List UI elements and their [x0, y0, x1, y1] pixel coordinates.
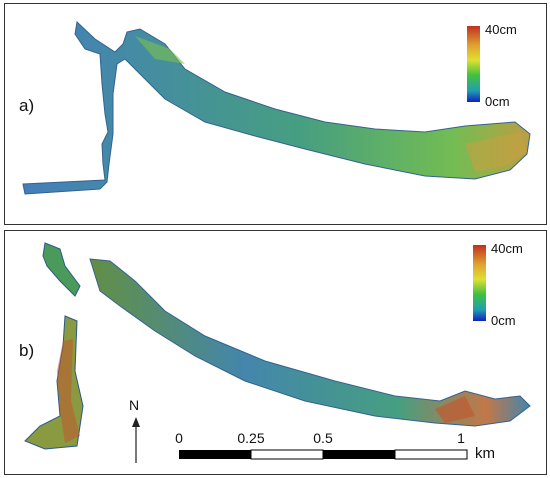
- river-map-b: [24, 242, 531, 463]
- scalebar-seg-2: [250, 449, 324, 460]
- colorbar-min-label-b: 0cm: [491, 313, 516, 328]
- scalebar-seg-4: [394, 449, 468, 460]
- river-map-a: [22, 20, 531, 195]
- scalebar-tick-3: 1: [457, 430, 465, 446]
- scalebar-seg-1: [179, 450, 251, 459]
- river-channel-b-north: [42, 242, 81, 297]
- scalebar-tick-1: 0.25: [237, 430, 265, 446]
- colorbar-b: [473, 245, 486, 321]
- scalebar-tick-0: 0: [175, 430, 183, 446]
- river-channel-a: [22, 20, 531, 195]
- panel-label-b: b): [19, 341, 35, 360]
- river-channel-b-main: [89, 258, 531, 427]
- colorbar-min-label-a: 0cm: [485, 94, 510, 109]
- scalebar-seg-3: [323, 450, 395, 459]
- scalebar-tick-2: 0.5: [313, 430, 333, 446]
- north-label: N: [129, 397, 140, 413]
- map-panel-b: b) 40cm 0cm N 0 0.25 0.5 1 km: [4, 230, 547, 475]
- colorbar-max-label-b: 40cm: [491, 241, 523, 256]
- colorbar-max-label-a: 40cm: [485, 22, 517, 37]
- scalebar-unit: km: [475, 445, 495, 462]
- map-panel-a: a) 40cm 0cm: [4, 3, 547, 225]
- colorbar-a: [467, 26, 480, 102]
- panel-label-a: a): [19, 96, 35, 115]
